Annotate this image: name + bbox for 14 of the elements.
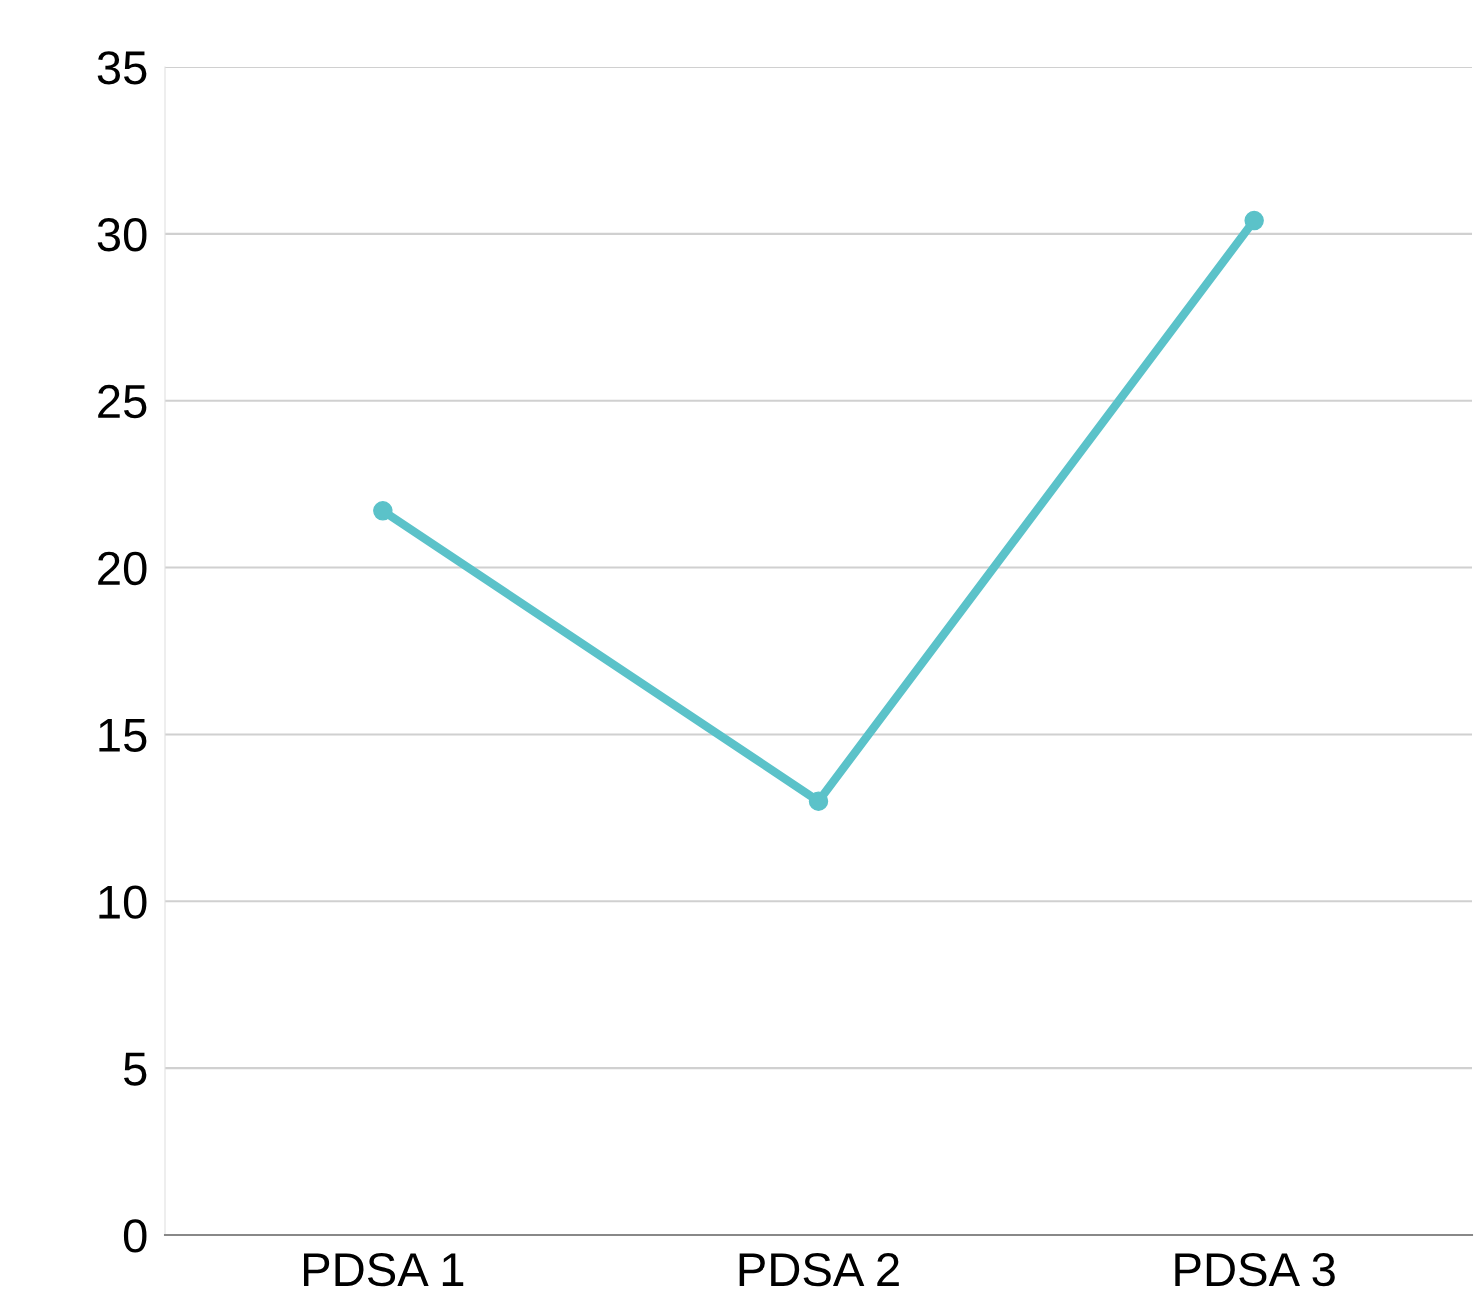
y-tick-label: 20 [98, 551, 147, 586]
y-tick-label: 15 [99, 719, 147, 752]
x-tick-label: PDSA 3 [1175, 1252, 1335, 1287]
y-tick-label: 35 [97, 51, 147, 85]
point [373, 501, 393, 521]
point [1244, 210, 1264, 231]
y-tick-label: 0 [123, 1219, 147, 1253]
x-tick-label: PDSA 1 [304, 1252, 464, 1287]
y-tick-label: 30 [97, 217, 147, 252]
point [808, 791, 829, 811]
y-tick-label: 10 [99, 885, 147, 919]
x-tick-label: PDSA 2 [739, 1252, 899, 1287]
y-tick-label: 5 [123, 1052, 147, 1086]
y-tick-label: 25 [98, 384, 147, 419]
